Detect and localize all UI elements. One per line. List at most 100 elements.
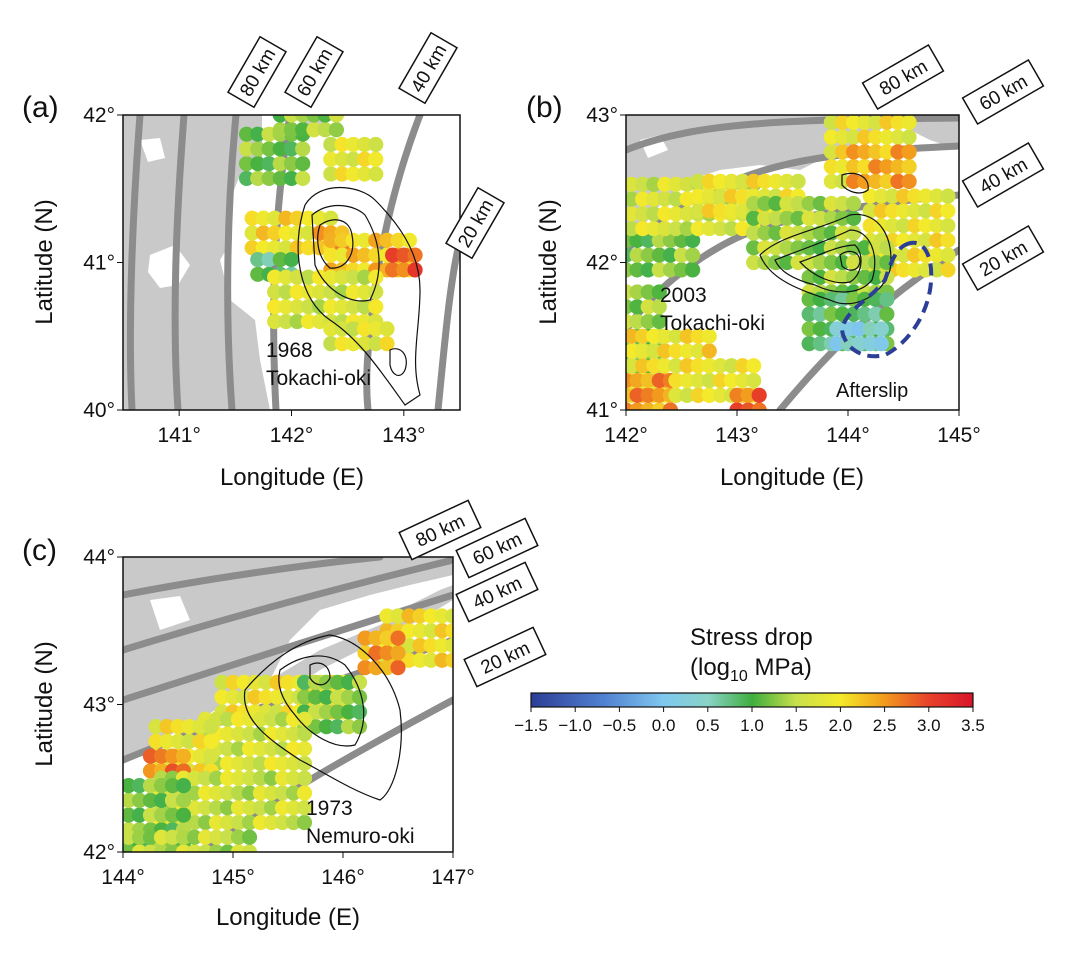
stress-drop-dot: [412, 637, 428, 654]
stress-drop-dot: [175, 748, 192, 764]
colorbar-tick-label: −1.5: [514, 716, 548, 735]
stress-drop-dot: [285, 755, 302, 772]
stress-drop-dot: [334, 336, 350, 352]
stress-drop-dot: [662, 247, 679, 263]
stress-drop-dot: [829, 336, 845, 352]
stress-drop-dot: [401, 623, 417, 639]
stress-drop-dot: [879, 240, 895, 256]
stress-drop-dot: [311, 284, 328, 300]
stress-drop-dot: [323, 136, 339, 153]
panel-b-ytick-label: 43°: [586, 104, 618, 127]
stress-drop-dot: [668, 328, 684, 344]
stress-drop-dot: [219, 741, 236, 757]
stress-drop-dot: [357, 630, 373, 646]
stress-drop-dot: [175, 792, 192, 808]
stress-drop-dot: [801, 240, 817, 256]
panel-c-ytick-label: 42°: [83, 841, 115, 864]
stress-drop-dot: [834, 269, 851, 285]
stress-drop-dot: [690, 358, 706, 374]
stress-drop-dot: [712, 220, 728, 237]
stress-drop-dot: [712, 173, 728, 189]
stress-drop-dot: [690, 220, 706, 237]
stress-drop-dot: [311, 299, 328, 315]
stress-drop-dot: [345, 166, 361, 182]
panel-c-slip-contour-2: [278, 655, 365, 747]
stress-drop-dot: [723, 372, 740, 389]
stress-drop-dot: [701, 203, 717, 219]
stress-drop-dot: [278, 284, 294, 300]
stress-drop-dot: [646, 343, 662, 359]
stress-drop-dot: [823, 269, 839, 285]
stress-drop-dot: [834, 195, 851, 212]
stress-drop-dot: [285, 814, 302, 831]
panel-a-contour-20: [434, 236, 460, 410]
stress-drop-dot: [250, 266, 266, 282]
stress-drop-dot: [241, 844, 258, 852]
stress-drop-dot: [267, 210, 283, 226]
panel-b-label: (b): [526, 91, 563, 124]
stress-drop-dot: [214, 689, 230, 705]
stress-drop-dot: [746, 372, 762, 389]
stress-drop-dot: [768, 210, 784, 226]
stress-drop-dot: [241, 829, 258, 845]
panel-b-event-year: 2003: [660, 284, 707, 307]
stress-drop-dot: [385, 247, 401, 263]
panel-b-depth-label-80: 80 km: [861, 43, 945, 111]
stress-drop-dot: [657, 191, 673, 207]
stress-drop-dot: [203, 719, 219, 735]
colorbar: Stress drop (log10 MPa) −1.5 −1.0 −0.5 0.0 0…: [514, 624, 985, 735]
stress-drop-dot: [801, 254, 817, 271]
stress-drop-dot: [651, 284, 667, 300]
stress-drop-dot: [651, 387, 667, 403]
stress-drop-dot: [690, 343, 706, 359]
stress-drop-dot: [779, 254, 795, 271]
panel-b-ytick-label: 41°: [586, 399, 618, 422]
stress-drop-dot: [164, 807, 181, 823]
stress-drop-dot: [845, 291, 862, 307]
stress-drop-dot: [662, 232, 679, 248]
stress-drop-dot: [164, 829, 181, 845]
stress-drop-dot: [274, 770, 291, 786]
stress-drop-dot: [225, 674, 241, 690]
stress-drop-dot: [629, 247, 645, 263]
stress-drop-dot: [862, 188, 878, 204]
stress-drop-dot: [340, 689, 357, 705]
stress-drop-dot: [323, 269, 339, 285]
stress-drop-dot: [280, 689, 296, 705]
stress-drop-dot: [868, 144, 884, 160]
stress-drop-dot: [757, 254, 773, 271]
stress-drop-dot: [801, 321, 817, 337]
stress-drop-dot: [779, 210, 795, 226]
stress-drop-dot: [862, 336, 878, 352]
stress-drop-dot: [280, 674, 296, 690]
stress-drop-dot: [263, 785, 280, 801]
stress-drop-dot: [657, 176, 673, 192]
stress-drop-dot: [434, 652, 450, 668]
stress-drop-dot: [845, 306, 862, 322]
stress-drop-dot: [626, 176, 640, 192]
stress-drop-dot: [768, 173, 784, 189]
colorbar-title-prefix: (log: [690, 654, 730, 681]
stress-drop-dot: [192, 748, 208, 764]
stress-drop-dot: [230, 741, 247, 757]
stress-drop-dot: [219, 785, 236, 801]
stress-drop-dot: [323, 336, 339, 352]
stress-drop-dot: [368, 151, 384, 167]
stress-drop-dot: [679, 358, 695, 374]
panel-b: 142° 143° 144° 145° 41° 42° 43° (b) Longitude …: [526, 43, 1045, 491]
stress-drop-dot: [884, 188, 901, 204]
stress-drop-dot: [712, 387, 728, 403]
stress-drop-dot: [345, 284, 361, 300]
panel-a-ylabel: Latitude (N): [31, 199, 58, 324]
stress-drop-dot: [857, 129, 873, 145]
panel-c-contour-60: [123, 557, 453, 654]
stress-drop-dot: [241, 814, 258, 831]
stress-drop-dot: [241, 800, 258, 816]
stress-drop-dot: [263, 741, 280, 757]
stress-drop-dot: [142, 748, 159, 764]
stress-drop-dot: [328, 115, 345, 123]
stress-drop-dot: [263, 800, 280, 816]
stress-drop-dot: [757, 195, 773, 212]
panel-b-xtick-label: 143°: [715, 424, 758, 447]
stress-drop-dot: [329, 719, 346, 735]
